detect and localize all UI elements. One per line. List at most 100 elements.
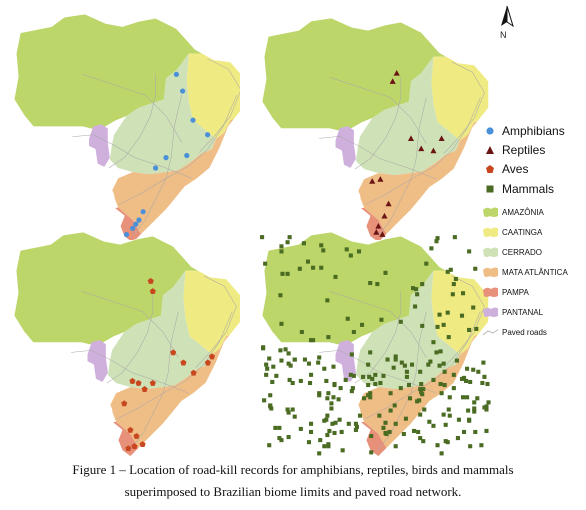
road-kill-record-marker xyxy=(305,259,311,264)
road-kill-record-marker xyxy=(286,435,291,440)
road-kill-record-marker xyxy=(321,248,326,253)
road-kill-record-marker xyxy=(173,71,179,77)
road-kill-record-marker xyxy=(479,443,484,448)
road-kill-record-marker xyxy=(385,200,392,207)
road-kill-record-marker xyxy=(131,443,138,450)
road-kill-record-marker xyxy=(435,324,440,329)
road-kill-record-marker xyxy=(287,377,292,382)
road-kill-record-marker xyxy=(286,410,291,415)
road-kill-record-marker xyxy=(482,374,487,379)
road-kill-record-marker xyxy=(388,391,393,396)
road-kill-record-marker xyxy=(413,304,418,309)
road-kill-record-marker xyxy=(269,406,274,411)
road-kill-record-marker xyxy=(471,367,476,372)
road-kill-record-marker xyxy=(467,249,472,254)
road-kill-record-marker xyxy=(339,429,344,434)
map-mammals xyxy=(260,231,491,457)
road-kill-record-marker xyxy=(278,293,283,298)
road-kill-record-marker xyxy=(279,244,284,249)
road-kill-record-marker xyxy=(442,383,447,388)
road-kill-record-marker xyxy=(279,358,284,363)
road-kill-record-marker xyxy=(368,395,373,400)
road-kill-record-marker xyxy=(439,451,444,456)
road-kill-record-marker xyxy=(403,416,408,421)
legend-item-aves: Aves xyxy=(482,162,528,176)
map-aves xyxy=(13,231,240,457)
road-kill-record-marker xyxy=(418,436,423,441)
paved-road xyxy=(119,95,237,205)
road-kill-record-marker xyxy=(317,451,322,456)
road-kill-record-marker xyxy=(180,88,186,94)
road-kill-record-marker xyxy=(406,383,411,388)
road-kill-record-marker xyxy=(398,319,403,324)
paved-road xyxy=(354,77,402,170)
road-kill-record-marker xyxy=(407,135,415,141)
road-kill-record-marker xyxy=(417,398,422,403)
road-kill-record-marker xyxy=(330,421,335,426)
road-kill-record-marker xyxy=(309,372,314,377)
paved-road xyxy=(319,350,437,394)
road-kill-record-marker xyxy=(460,395,466,400)
road-kill-record-marker xyxy=(311,265,316,270)
paved-road xyxy=(199,58,240,153)
road-kill-record-marker xyxy=(467,418,472,423)
road-kill-record-marker xyxy=(369,450,374,455)
road-kill-record-marker xyxy=(331,395,336,400)
road-kill-record-marker xyxy=(393,357,398,362)
road-kill-record-marker xyxy=(133,432,140,439)
road-kill-record-marker xyxy=(268,393,273,398)
road-kill-record-marker xyxy=(452,235,457,240)
road-kill-record-marker xyxy=(345,316,350,321)
north-arrow-icon xyxy=(501,5,514,28)
road-kill-record-marker xyxy=(325,432,330,438)
road-kill-record-marker xyxy=(473,429,478,434)
road-kill-record-marker xyxy=(349,389,354,394)
road-kill-record-marker xyxy=(149,288,156,295)
road-kill-record-marker xyxy=(398,386,403,391)
legend-item-mammals: Mammals xyxy=(482,182,554,196)
road-kill-record-marker xyxy=(383,270,388,275)
road-kill-record-marker xyxy=(348,372,353,377)
road-kill-record-marker xyxy=(264,372,269,377)
legend-label: CERRADO xyxy=(502,247,543,257)
road-kill-record-marker xyxy=(285,240,290,245)
road-kill-record-marker xyxy=(451,282,456,287)
paved-road xyxy=(132,95,182,236)
biome-region xyxy=(335,126,356,169)
road-kill-record-marker xyxy=(475,396,480,401)
legend-item-pantanal: PANTANAL xyxy=(482,306,543,318)
paved-road xyxy=(329,76,427,144)
road-kill-record-marker xyxy=(319,265,324,270)
road-kill-record-marker xyxy=(278,348,283,353)
road-kill-record-marker xyxy=(329,401,334,406)
road-kill-record-marker xyxy=(287,235,292,240)
road-kill-record-marker xyxy=(439,391,444,396)
road-kill-record-marker xyxy=(279,438,284,443)
road-kill-record-marker xyxy=(431,340,436,345)
road-kill-record-marker xyxy=(260,235,265,240)
road-kill-record-marker xyxy=(333,420,338,425)
road-kill-record-marker xyxy=(418,387,423,392)
road-kill-record-marker xyxy=(445,310,450,315)
road-kill-record-marker xyxy=(322,444,327,449)
road-kill-record-marker xyxy=(482,405,487,410)
road-kill-record-marker xyxy=(277,436,282,441)
road-kill-record-marker xyxy=(420,282,425,287)
road-kill-record-marker xyxy=(415,292,420,297)
road-kill-record-marker xyxy=(431,423,436,428)
road-kill-record-marker xyxy=(428,359,433,364)
road-kill-record-marker xyxy=(368,350,373,355)
road-kill-record-marker xyxy=(325,413,330,418)
road-kill-record-marker xyxy=(369,178,376,184)
road-kill-record-marker xyxy=(368,391,373,396)
road-kill-record-marker xyxy=(127,426,134,433)
road-kill-record-marker xyxy=(465,395,470,400)
road-kill-record-marker xyxy=(279,321,284,326)
road-kill-record-marker xyxy=(348,253,353,258)
legend-item-amphibians: Amphibians xyxy=(482,124,565,138)
road-kill-record-marker xyxy=(319,243,324,248)
road-kill-record-marker xyxy=(133,221,139,227)
legend-label: PANTANAL xyxy=(502,307,544,317)
road-kill-record-marker xyxy=(331,364,336,369)
road-kill-record-marker xyxy=(302,357,307,362)
